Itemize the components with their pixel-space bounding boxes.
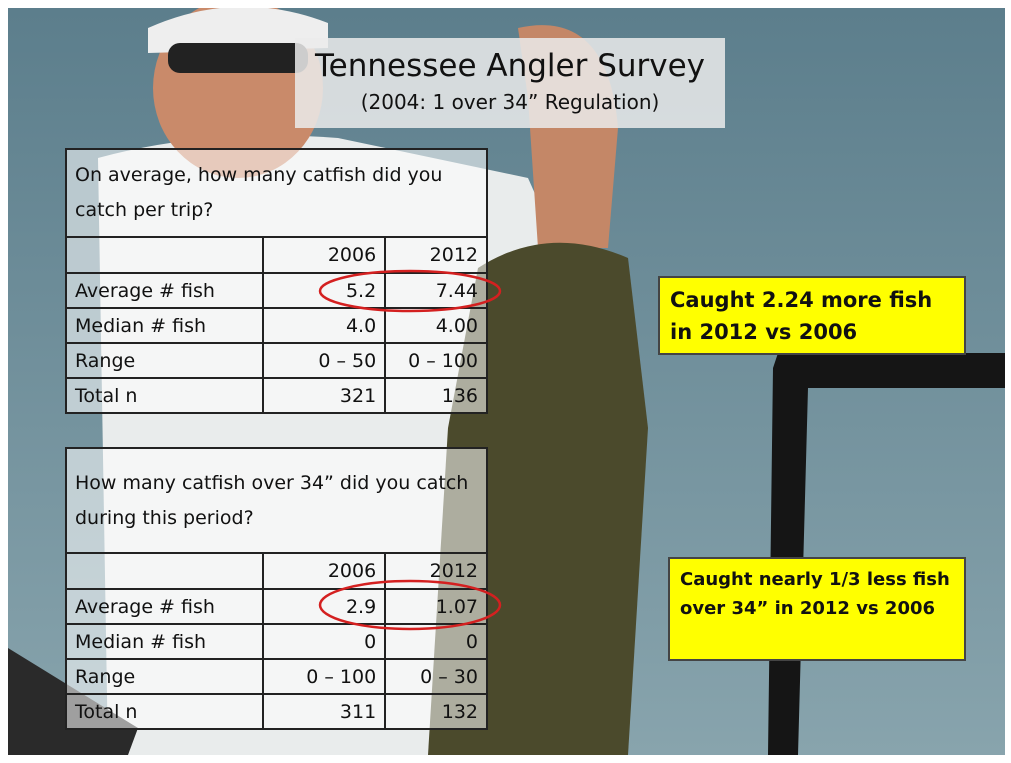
cell: 5.2 (262, 272, 387, 309)
cell: 0 (262, 623, 387, 660)
cell: 136 (384, 377, 488, 414)
header-row: 2006 2012 (64, 236, 488, 274)
column-header: 2012 (384, 236, 488, 274)
row-label: Total n (64, 377, 265, 414)
header-row: 2006 2012 (64, 552, 488, 590)
data-row: Range 0 – 50 0 – 100 (64, 342, 488, 379)
question: How many catfish over 34” did you catch … (65, 447, 488, 554)
callout: Caught nearly 1/3 less fish over 34” in … (668, 557, 966, 661)
callout: Caught 2.24 more fish in 2012 vs 2006 (658, 276, 966, 355)
cell: 0 – 100 (262, 658, 387, 695)
title: Tennessee Angler Survey (314, 48, 706, 84)
cell: 321 (262, 377, 387, 414)
column-header: 2012 (384, 552, 488, 590)
cell: 4.00 (384, 307, 488, 344)
row-label: Median # fish (64, 307, 265, 344)
question-row: How many catfish over 34” did you catch … (65, 447, 488, 554)
survey-table: On average, how many catfish did you cat… (64, 148, 488, 414)
data-row: Median # fish 0 0 (64, 623, 488, 660)
cell: 0 (384, 623, 488, 660)
cell: 1.07 (384, 588, 488, 625)
column-header: 2006 (262, 236, 387, 274)
cell: 0 – 30 (384, 658, 488, 695)
cell: 7.44 (384, 272, 488, 309)
cell: 4.0 (262, 307, 387, 344)
cell: 311 (262, 693, 387, 730)
row-label: Range (64, 658, 265, 695)
data-row: Median # fish 4.0 4.00 (64, 307, 488, 344)
cell: 0 – 50 (262, 342, 387, 379)
data-row: Average # fish 2.9 1.07 (64, 588, 488, 625)
question: On average, how many catfish did you cat… (65, 148, 488, 238)
row-label: Average # fish (64, 272, 265, 309)
cell: 0 – 100 (384, 342, 488, 379)
corner-cell (64, 552, 265, 590)
survey-table: How many catfish over 34” did you catch … (64, 447, 488, 730)
corner-cell (64, 236, 265, 274)
question-row: On average, how many catfish did you cat… (65, 148, 488, 238)
row-label: Total n (64, 693, 265, 730)
data-row: Range 0 – 100 0 – 30 (64, 658, 488, 695)
subtitle: (2004: 1 over 34” Regulation) (360, 90, 660, 114)
row-label: Average # fish (64, 588, 265, 625)
data-row: Total n 321 136 (64, 377, 488, 414)
data-row: Total n 311 132 (64, 693, 488, 730)
title-box: Tennessee Angler Survey (2004: 1 over 34… (295, 38, 725, 128)
cell: 132 (384, 693, 488, 730)
row-label: Median # fish (64, 623, 265, 660)
row-label: Range (64, 342, 265, 379)
slide: Tennessee Angler Survey (2004: 1 over 34… (8, 8, 1005, 755)
cell: 2.9 (262, 588, 387, 625)
column-header: 2006 (262, 552, 387, 590)
data-row: Average # fish 5.2 7.44 (64, 272, 488, 309)
